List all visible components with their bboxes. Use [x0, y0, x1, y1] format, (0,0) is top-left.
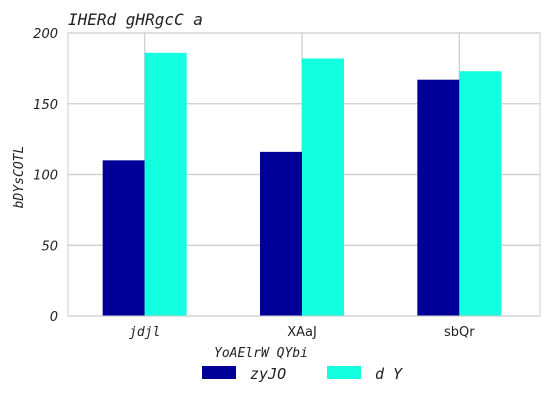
bar	[459, 71, 502, 316]
y-axis-label: bDYsCOTL	[12, 146, 27, 209]
legend: zyJO d Y	[202, 365, 403, 383]
y-tick-label: 100	[33, 169, 58, 184]
chart-title: IHERd gHRgcC a	[68, 10, 203, 29]
y-tick-label: 50	[41, 239, 58, 254]
legend-label: d Y	[375, 365, 403, 383]
y-tick-label: 200	[33, 27, 58, 42]
bar	[102, 160, 145, 316]
bar	[144, 52, 187, 317]
legend-swatch	[202, 366, 236, 379]
legend-label: zyJO	[250, 365, 286, 383]
y-tick-label: 0	[50, 310, 58, 325]
bar	[302, 58, 344, 316]
x-tick-labels: jdjl XAaJ sbQr	[129, 325, 475, 340]
bar	[260, 151, 302, 316]
x-tick-label: XAaJ	[287, 325, 317, 340]
plot-frame	[67, 32, 541, 317]
bar	[417, 79, 460, 316]
x-tick-label: sbQr	[444, 325, 475, 340]
legend-swatch	[327, 366, 361, 379]
bars	[102, 52, 502, 317]
y-tick-label: 150	[33, 98, 58, 113]
y-tick-labels: 0 50 100 150 200	[33, 27, 58, 325]
x-axis-label: YoAElrW QYbi	[214, 346, 308, 361]
x-tick-label: jdjl	[129, 325, 160, 340]
